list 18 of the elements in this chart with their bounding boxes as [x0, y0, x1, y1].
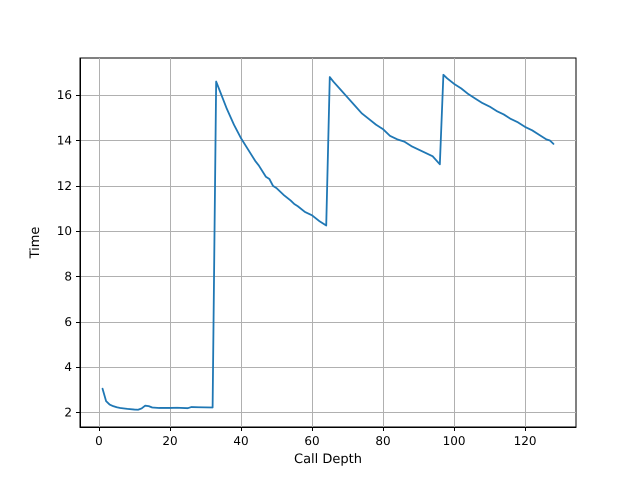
y-tick-label: 4	[64, 360, 72, 374]
x-tick-label: 40	[233, 434, 249, 448]
x-tick-label: 100	[442, 434, 466, 448]
y-tick-label: 10	[56, 224, 72, 238]
x-tick-label: 60	[304, 434, 320, 448]
x-tick-label: 20	[162, 434, 178, 448]
x-axis-title: Call Depth	[294, 452, 362, 467]
y-axis-title: Time	[28, 226, 43, 260]
y-tick-label: 8	[64, 270, 72, 284]
y-tick-label: 16	[56, 88, 72, 102]
y-tick-label: 14	[56, 134, 72, 148]
line-series	[102, 74, 554, 411]
y-tick-label: 6	[64, 314, 72, 329]
y-tick-label: 2	[64, 405, 72, 420]
x-tick-label: 120	[514, 434, 537, 448]
x-tick-label: 80	[375, 434, 391, 448]
y-tick-label: 12	[56, 178, 72, 193]
x-tick-label: 0	[95, 434, 103, 448]
